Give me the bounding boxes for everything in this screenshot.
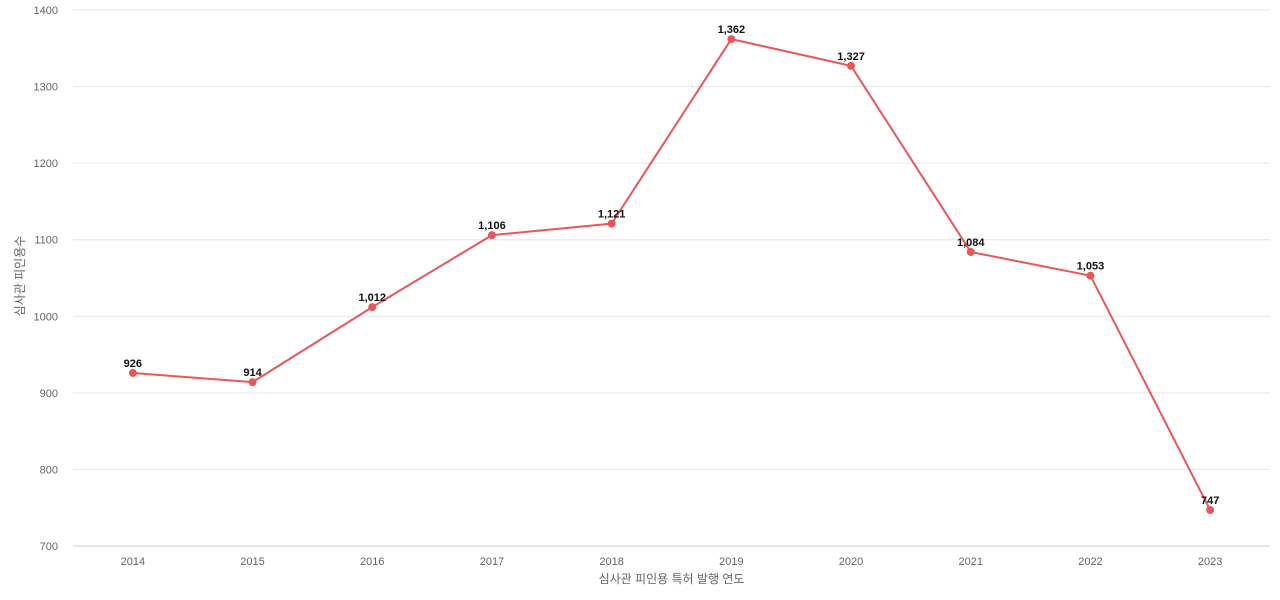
- x-tick-label: 2015: [240, 556, 264, 568]
- series-group: [128, 35, 1215, 515]
- x-tick-label: 2021: [959, 556, 983, 568]
- y-tick-label: 1100: [34, 235, 58, 247]
- data-point: [847, 61, 856, 70]
- x-tick-label: 2022: [1078, 556, 1102, 568]
- data-label: 1,084: [957, 237, 985, 249]
- grid-lines: [73, 9, 1270, 470]
- x-tick-label: 2018: [599, 556, 623, 568]
- data-point: [128, 368, 137, 377]
- data-label: 926: [124, 358, 142, 370]
- y-tick-label: 900: [40, 388, 58, 400]
- data-label: 1,327: [837, 51, 865, 63]
- data-label: 1,106: [478, 220, 506, 232]
- data-point: [1086, 271, 1095, 280]
- data-point: [368, 303, 377, 312]
- x-tick-label: 2020: [839, 556, 863, 568]
- y-tick-label: 700: [40, 541, 58, 553]
- data-label: 747: [1201, 495, 1219, 507]
- data-point: [607, 219, 616, 228]
- data-label: 1,362: [718, 24, 746, 36]
- y-tick-label: 1400: [34, 5, 58, 17]
- y-axis-ticks: 700 800 900 1000 1100 1200 1300 1400: [34, 5, 58, 553]
- x-tick-label: 2016: [360, 556, 384, 568]
- y-tick-label: 1300: [34, 82, 58, 94]
- y-tick-label: 800: [40, 464, 58, 476]
- data-point: [248, 378, 257, 387]
- series-line: [132, 38, 1212, 511]
- data-point: [1206, 506, 1215, 515]
- data-point: [727, 35, 736, 44]
- y-tick-label: 1000: [34, 311, 58, 323]
- data-label: 1,121: [598, 209, 626, 221]
- x-axis-ticks: 2014 2015 2016 2017 2018 2019 2020 2021 2022 2023: [121, 556, 1223, 568]
- data-label: 1,053: [1077, 261, 1105, 273]
- data-label: 1,012: [358, 292, 386, 304]
- data-point: [966, 247, 975, 256]
- y-axis-title: 심사관 피인용수: [13, 236, 27, 317]
- x-tick-label: 2014: [121, 556, 145, 568]
- y-tick-label: 1200: [34, 158, 58, 170]
- data-label: 914: [243, 367, 262, 379]
- x-tick-label: 2017: [480, 556, 504, 568]
- data-point: [487, 231, 496, 240]
- x-tick-label: 2023: [1198, 556, 1222, 568]
- x-tick-label: 2019: [719, 556, 743, 568]
- data-labels: 926 914 1,012 1,106 1,121 1,362 1,327 1,084 1,05…: [124, 24, 1220, 507]
- x-axis-title: 심사관 피인용 특허 발행 연도: [599, 571, 745, 586]
